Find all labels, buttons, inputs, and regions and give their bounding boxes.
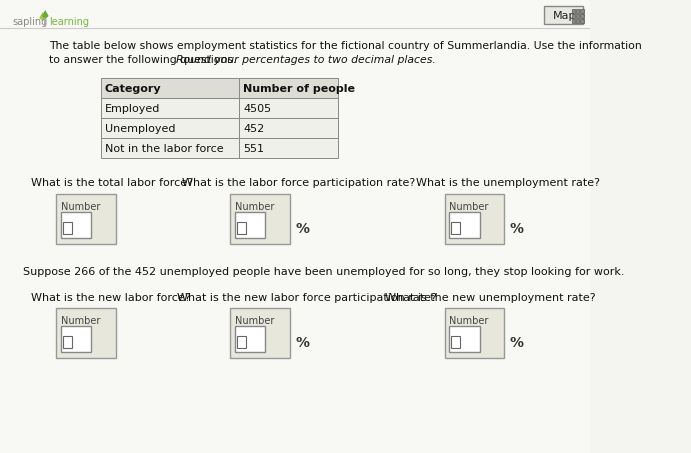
Bar: [237, 222, 246, 234]
Bar: [61, 212, 91, 238]
Text: Number of people: Number of people: [243, 84, 355, 94]
Bar: [230, 308, 290, 358]
Bar: [449, 212, 480, 238]
Text: Number: Number: [449, 202, 488, 212]
Text: What is the new labor force participation rate?: What is the new labor force participatio…: [177, 293, 437, 303]
Bar: [56, 194, 116, 244]
Text: Number: Number: [61, 202, 100, 212]
Text: What is the new unemployment rate?: What is the new unemployment rate?: [385, 293, 596, 303]
Bar: [101, 118, 239, 138]
Bar: [449, 326, 480, 352]
Text: 452: 452: [243, 124, 265, 134]
Text: 551: 551: [243, 144, 264, 154]
Text: What is the new labor force?: What is the new labor force?: [30, 293, 190, 303]
Text: Number: Number: [61, 316, 100, 326]
Text: Unemployed: Unemployed: [105, 124, 176, 134]
Text: Number: Number: [449, 316, 488, 326]
Bar: [571, 14, 575, 18]
Polygon shape: [42, 10, 48, 19]
Polygon shape: [39, 12, 46, 21]
Bar: [230, 194, 290, 244]
Bar: [580, 19, 584, 23]
Bar: [101, 98, 239, 118]
Bar: [239, 98, 338, 118]
Bar: [63, 222, 72, 234]
Text: What is the unemployment rate?: What is the unemployment rate?: [415, 178, 600, 188]
Text: %: %: [509, 336, 523, 350]
Bar: [576, 9, 579, 13]
Text: Map: Map: [553, 11, 576, 21]
Bar: [576, 14, 579, 18]
Text: Round your percentages to two decimal places.: Round your percentages to two decimal pl…: [176, 55, 435, 65]
Text: Employed: Employed: [105, 104, 160, 114]
Bar: [56, 308, 116, 358]
Text: Not in the labor force: Not in the labor force: [105, 144, 224, 154]
Bar: [239, 78, 338, 98]
FancyBboxPatch shape: [544, 6, 583, 24]
Text: The table below shows employment statistics for the fictional country of Summerl: The table below shows employment statist…: [48, 41, 641, 51]
Bar: [451, 336, 460, 348]
Text: Category: Category: [105, 84, 162, 94]
Bar: [451, 222, 460, 234]
Text: %: %: [295, 336, 310, 350]
Text: Number: Number: [235, 202, 274, 212]
Bar: [235, 212, 265, 238]
Bar: [444, 194, 504, 244]
Bar: [61, 326, 91, 352]
Bar: [101, 78, 239, 98]
Bar: [101, 138, 239, 158]
Bar: [576, 19, 579, 23]
Text: Suppose 266 of the 452 unemployed people have been unemployed for so long, they : Suppose 266 of the 452 unemployed people…: [23, 267, 625, 277]
Bar: [237, 336, 246, 348]
Bar: [239, 118, 338, 138]
Text: Number: Number: [235, 316, 274, 326]
Text: sapling: sapling: [12, 17, 47, 27]
Text: What is the total labor force?: What is the total labor force?: [30, 178, 193, 188]
Text: learning: learning: [48, 17, 88, 27]
Text: to answer the following questions.: to answer the following questions.: [48, 55, 240, 65]
Bar: [580, 14, 584, 18]
Bar: [571, 19, 575, 23]
Bar: [580, 9, 584, 13]
Bar: [571, 9, 575, 13]
Text: %: %: [509, 222, 523, 236]
Bar: [239, 138, 338, 158]
Text: 4505: 4505: [243, 104, 272, 114]
Text: %: %: [295, 222, 310, 236]
Bar: [235, 326, 265, 352]
Bar: [63, 336, 72, 348]
Text: What is the labor force participation rate?: What is the labor force participation ra…: [182, 178, 415, 188]
Bar: [444, 308, 504, 358]
